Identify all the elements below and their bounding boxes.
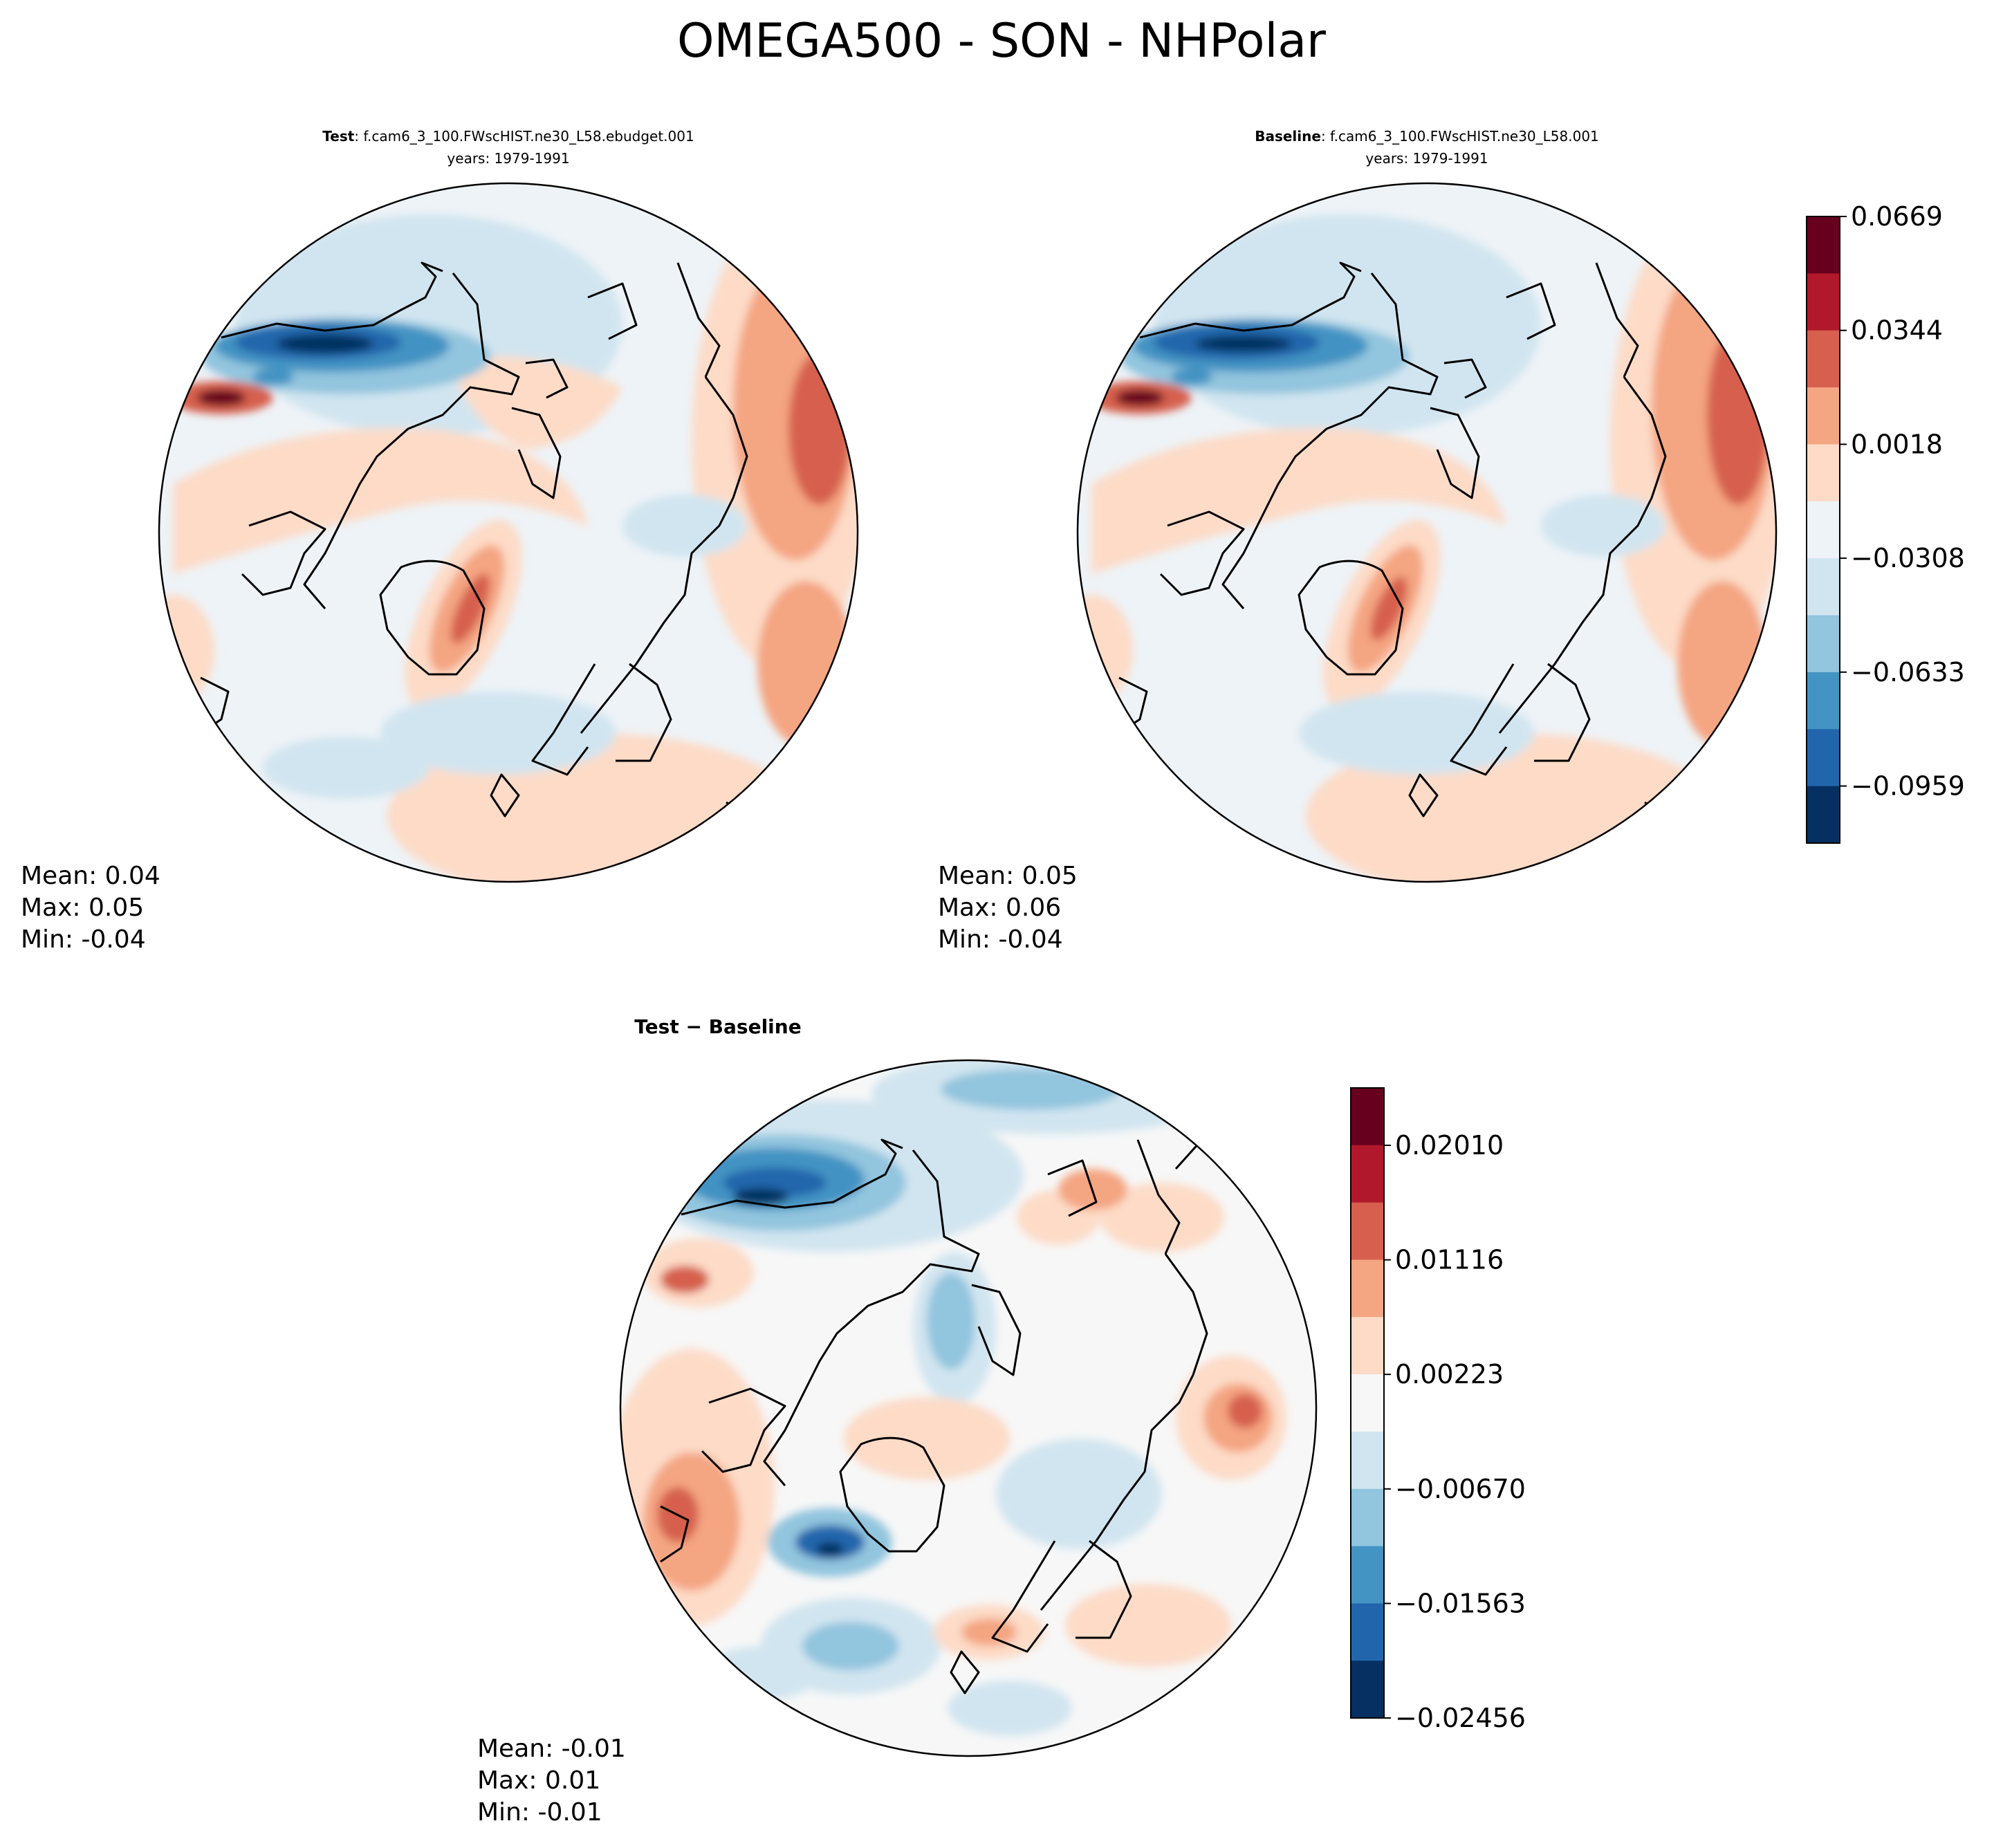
panel-baseline-title: Baseline: f.cam6_3_100.FWscHIST.ne30_L58… (1255, 128, 1599, 145)
colorbar-main-segment (1807, 330, 1840, 388)
colorbar-diff-tick-label: 0.01116 (1395, 1245, 1504, 1275)
panel-test-title: Test: f.cam6_3_100.FWscHIST.ne30_L58.ebu… (322, 128, 694, 145)
colorbar-main-tick-label: −0.0308 (1851, 543, 1965, 573)
panel-baseline-max: Max: 0.06 (938, 894, 1061, 922)
colorbar-main-segment (1807, 786, 1840, 844)
colorbar-main-segment (1807, 387, 1840, 445)
map-baseline (1078, 183, 1776, 882)
panel-diff-mean: Mean: -0.01 (477, 1735, 626, 1763)
colorbar-main-tick-label: −0.0959 (1851, 771, 1965, 802)
colorbar-diff-segment (1351, 1202, 1384, 1261)
colorbar-main-segment (1807, 558, 1840, 616)
colorbar-diff-frame (1350, 1087, 1385, 1719)
colorbar-diff-tick-label: −0.01563 (1395, 1588, 1526, 1618)
colorbar-main-segment (1807, 273, 1840, 331)
colorbar-diff-segment (1351, 1259, 1384, 1318)
colorbar-main-segment (1807, 672, 1840, 730)
colorbar-diff-segment (1351, 1661, 1384, 1719)
colorbar-main-segment (1807, 216, 1840, 274)
panel-test-max: Max: 0.05 (21, 894, 144, 922)
panel-baseline: Baseline: f.cam6_3_100.FWscHIST.ne30_L58… (938, 128, 1778, 954)
colorbar-diff-segment (1351, 1374, 1384, 1432)
colorbar-diff-segment (1351, 1603, 1384, 1661)
colorbar-main-tick-label: 0.0344 (1851, 315, 1943, 346)
panel-diff-max: Max: 0.01 (477, 1766, 600, 1795)
colorbar-main-tick-label: −0.0633 (1851, 657, 1965, 687)
panel-test: Test: f.cam6_3_100.FWscHIST.ne30_L58.ebu… (21, 128, 859, 954)
panel-diff-min: Min: -0.01 (477, 1798, 602, 1827)
map-test (159, 183, 858, 882)
colorbar-main-segment (1807, 501, 1840, 559)
colorbar-main-segment (1807, 615, 1840, 673)
colorbar-diff-segment (1351, 1488, 1384, 1547)
panel-diff-title: Test − Baseline (634, 1015, 801, 1038)
colorbar-diff-segment (1351, 1145, 1384, 1203)
colorbar-main-segment (1807, 444, 1840, 502)
panel-test-min: Min: -0.04 (21, 925, 146, 954)
colorbar-main-tick-label: 0.0018 (1851, 429, 1943, 459)
colorbar-diff-segment (1351, 1088, 1384, 1146)
colorbar-diff-segment (1351, 1546, 1384, 1604)
panel-test-mean: Mean: 0.04 (21, 862, 160, 890)
colorbar-diff-tick-label: −0.02456 (1395, 1703, 1526, 1733)
colorbar-diff-segment (1351, 1431, 1384, 1490)
panel-baseline-mean: Mean: 0.05 (938, 862, 1078, 890)
colorbar-main: 0.0669 0.0344 0.0018 −0.0308 −0.0633 −0.0959 (1806, 201, 1965, 844)
panel-diff: Test − Baseline (477, 1015, 1318, 1827)
colorbar-diff: 0.02010 0.01116 0.00223 −0.00670 −0.01563 −0.… (1350, 1087, 1526, 1733)
colorbar-diff-tick-label: 0.00223 (1395, 1359, 1504, 1389)
colorbar-main-frame (1806, 216, 1840, 844)
panel-baseline-subtitle: years: 1979-1991 (1365, 150, 1488, 167)
colorbar-main-segment (1807, 729, 1840, 787)
colorbar-diff-tick-label: 0.02010 (1395, 1130, 1504, 1161)
map-baseline-boundary (1076, 182, 1778, 883)
map-test-boundary (158, 182, 859, 883)
panel-baseline-min: Min: -0.04 (938, 925, 1063, 954)
colorbar-diff-segment (1351, 1317, 1384, 1375)
colorbar-diff-tick-label: −0.00670 (1395, 1474, 1526, 1504)
map-diff-boundary (619, 1059, 1318, 1757)
figure-title: OMEGA500 - SON - NHPolar (677, 14, 1326, 68)
panel-test-subtitle: years: 1979-1991 (447, 150, 569, 167)
colorbar-main-tick-label: 0.0669 (1851, 201, 1943, 232)
